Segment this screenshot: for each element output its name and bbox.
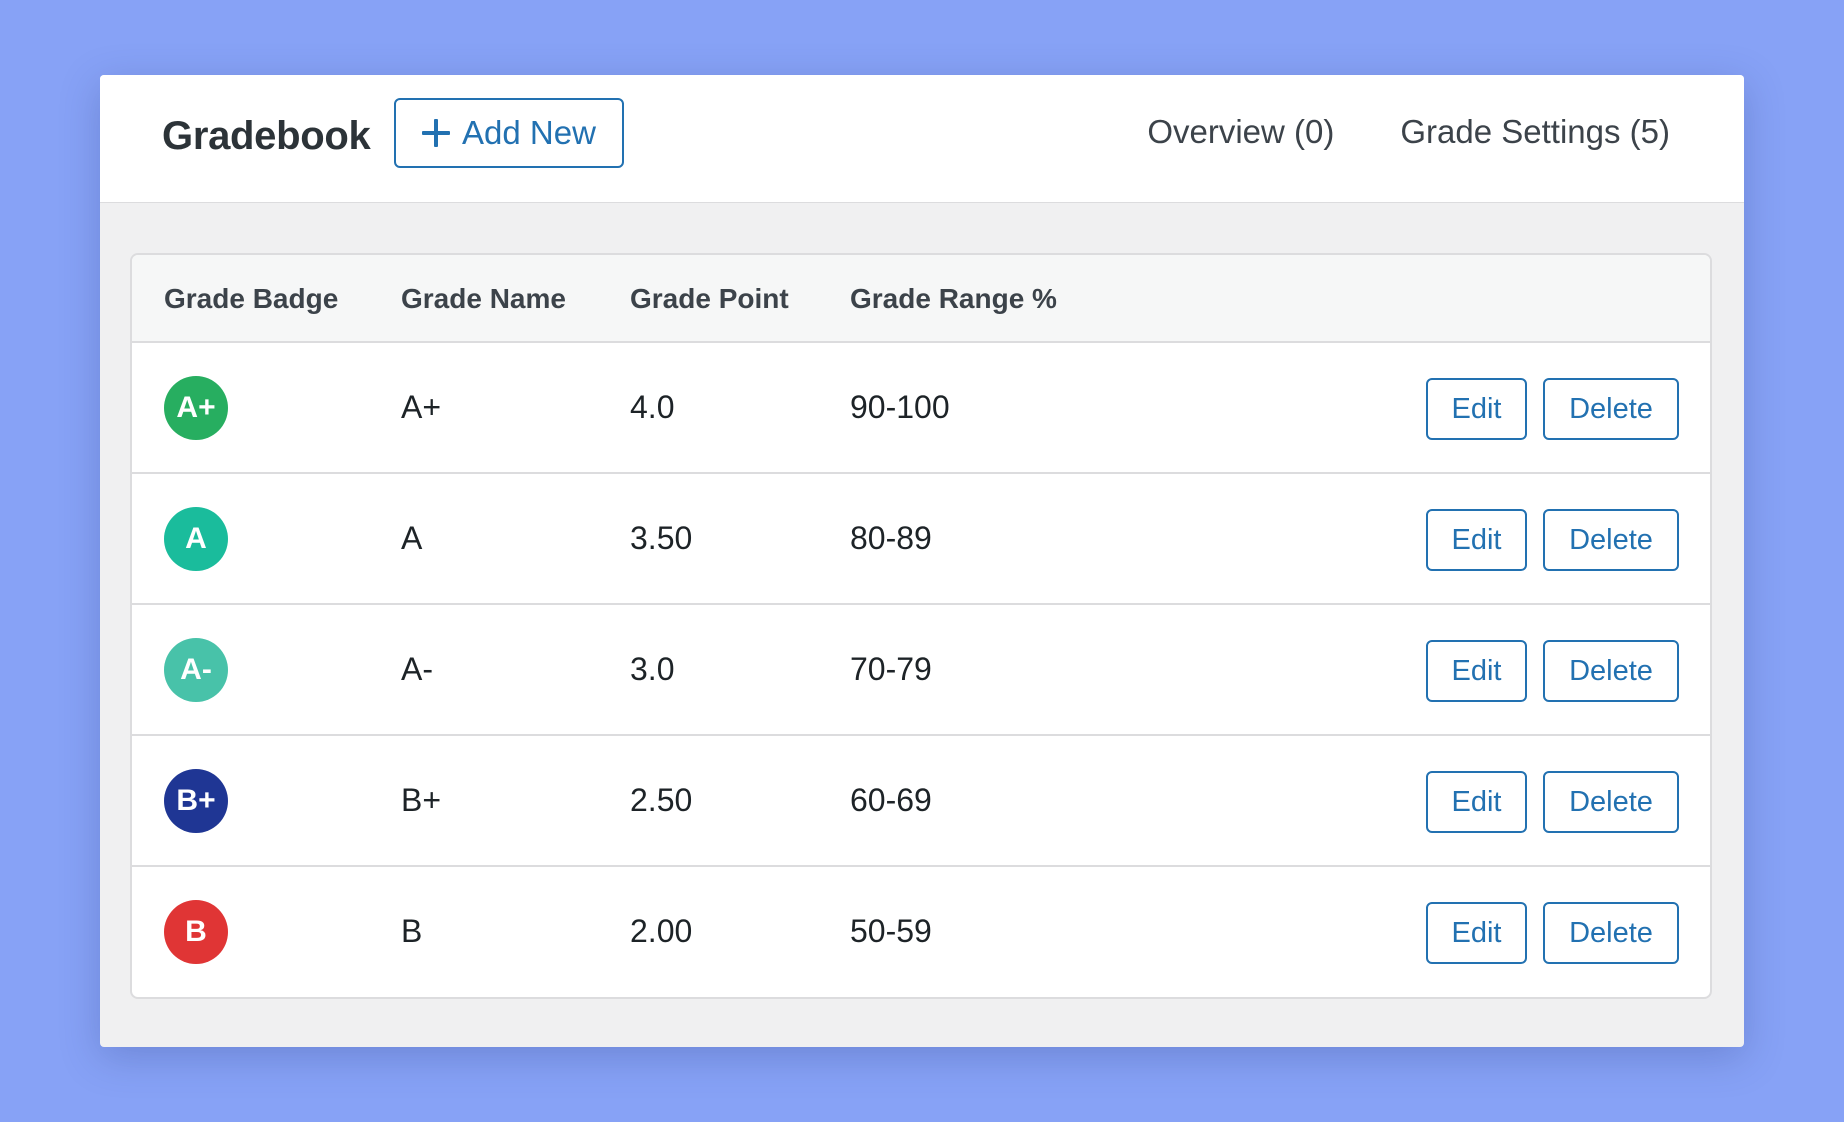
page-header: Gradebook Add New Overview (0) Grade Set… (100, 75, 1744, 203)
grade-badge: A (164, 507, 228, 571)
delete-button[interactable]: Delete (1543, 902, 1679, 964)
delete-button[interactable]: Delete (1543, 509, 1679, 571)
grade-range-cell: 90-100 (850, 389, 950, 425)
grade-point-cell: 2.50 (630, 782, 693, 818)
table-row-4: B+ B+ 2.50 60-69 Edit Delete (132, 736, 1710, 867)
add-new-label: Add New (462, 114, 596, 151)
grade-name-cell: A+ (401, 389, 442, 425)
grade-range-cell: 50-59 (850, 913, 932, 949)
grade-badge: A- (164, 638, 228, 702)
grade-badge: B (164, 900, 228, 964)
column-header-grade-point: Grade Point (630, 283, 789, 314)
gradebook-window: Gradebook Add New Overview (0) Grade Set… (100, 75, 1744, 1047)
column-header-grade-badge: Grade Badge (164, 283, 339, 314)
edit-button[interactable]: Edit (1426, 771, 1527, 833)
grade-name-cell: B+ (401, 782, 442, 818)
grade-name-cell: A (401, 520, 423, 556)
grades-table: Grade Badge Grade Name Grade Point Grade… (130, 253, 1712, 999)
edit-button[interactable]: Edit (1426, 640, 1527, 702)
table-body: A+ A+ 4.0 90-100 Edit Delete A A 3.50 80… (132, 343, 1710, 997)
table-row-1: A+ A+ 4.0 90-100 Edit Delete (132, 343, 1710, 474)
plus-icon (422, 119, 451, 147)
delete-button[interactable]: Delete (1543, 378, 1679, 440)
grade-point-cell: 2.00 (630, 913, 693, 949)
edit-button[interactable]: Edit (1426, 509, 1527, 571)
grade-point-cell: 3.50 (630, 520, 693, 556)
delete-button[interactable]: Delete (1543, 771, 1679, 833)
grade-badge: B+ (164, 769, 228, 833)
edit-button[interactable]: Edit (1426, 378, 1527, 440)
grade-name-cell: B (401, 913, 423, 949)
header-nav: Overview (0) Grade Settings (5) (1147, 113, 1670, 151)
grade-range-cell: 70-79 (850, 651, 932, 687)
grade-range-cell: 60-69 (850, 782, 932, 818)
grade-point-cell: 3.0 (630, 651, 675, 687)
grade-name-cell: A- (401, 651, 433, 687)
table-row-5: B B 2.00 50-59 Edit Delete (132, 867, 1710, 997)
page-title: Gradebook (162, 114, 371, 158)
grade-point-cell: 4.0 (630, 389, 675, 425)
table-row-3: A- A- 3.0 70-79 Edit Delete (132, 605, 1710, 736)
nav-overview-link[interactable]: Overview (0) (1147, 113, 1335, 150)
nav-grade-settings-link[interactable]: Grade Settings (5) (1400, 113, 1670, 150)
grade-badge: A+ (164, 376, 228, 440)
add-new-button[interactable]: Add New (394, 98, 624, 168)
column-header-grade-name: Grade Name (401, 283, 566, 314)
column-header-grade-range: Grade Range % (850, 283, 1057, 314)
table-row-2: A A 3.50 80-89 Edit Delete (132, 474, 1710, 605)
table-header: Grade Badge Grade Name Grade Point Grade… (132, 255, 1710, 343)
edit-button[interactable]: Edit (1426, 902, 1527, 964)
delete-button[interactable]: Delete (1543, 640, 1679, 702)
grade-range-cell: 80-89 (850, 520, 932, 556)
